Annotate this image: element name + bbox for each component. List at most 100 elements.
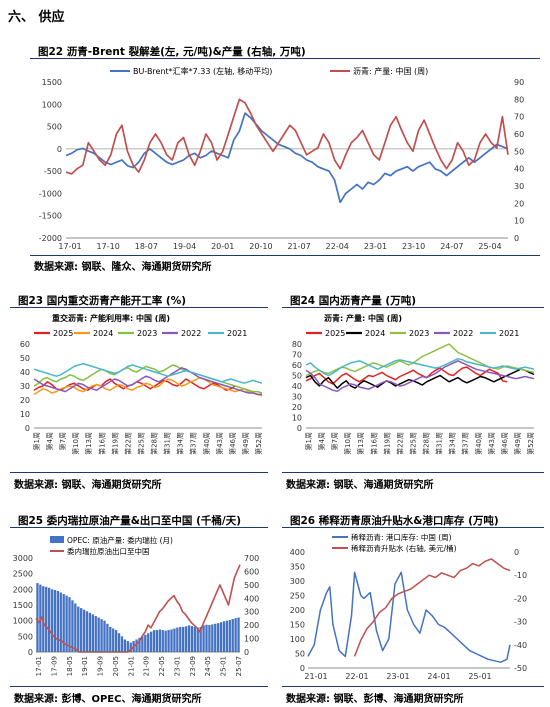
chart-26-yleft-tick: 150 — [290, 621, 305, 630]
chart-24-x-tick: 第31周 — [435, 432, 444, 455]
chart-25-bar — [234, 618, 237, 652]
chart-23-x-tick: 第1周 — [32, 432, 41, 450]
chart-25-bar — [164, 630, 167, 652]
chart-26: 400 350 300 250 200 150 100 50 0 0 -10 -20 -30 -40 -50… — [290, 532, 527, 681]
chart-25-legend-label-bar: OPEC: 原油产量: 委内瑞拉 (月) — [67, 535, 173, 545]
chart-24-y-tick: 60 — [292, 361, 302, 370]
chart-25-bar — [74, 603, 77, 652]
chart-25-legend-swatch-bar — [50, 536, 64, 543]
chart-25-bar — [106, 623, 109, 652]
chart-25-x-tick: 19-09 — [97, 656, 105, 676]
chart-26-yright-tick: -30 — [514, 618, 527, 627]
chart-25-bar — [47, 587, 51, 652]
chart-25-bar — [68, 597, 71, 652]
chart-25-line-series — [35, 564, 241, 653]
chart-23-series-2021 — [33, 362, 263, 384]
chart-24-legend-label-2021: 2021 — [499, 329, 519, 338]
chart-25-bar — [190, 625, 194, 652]
chart-24-x-tick: 第7周 — [330, 432, 339, 450]
chart-23-x-tick: 第52周 — [254, 432, 263, 455]
chart-25-x-tick: 20-05 — [112, 656, 120, 676]
chart-22-x-tick: 17-10 — [97, 242, 120, 251]
chart-23-x-tick: 第31周 — [163, 432, 172, 455]
chart-25-bar — [91, 614, 94, 652]
chart-24-y-tick: 80 — [292, 340, 302, 349]
chart-23-x-tick: 第7周 — [58, 432, 67, 450]
chart-25-legend-label-line: 委内瑞拉原油出口至中国 — [67, 546, 150, 556]
figure-25-rule-bottom — [10, 686, 268, 688]
chart-26-yleft-tick: 250 — [290, 592, 305, 601]
chart-25-x-tick: 19-01 — [81, 656, 89, 676]
chart-26-yleft-tick: 350 — [290, 563, 305, 572]
chart-25-x-tick: 17-09 — [50, 656, 58, 676]
chart-25-bar — [65, 595, 68, 652]
chart-25-x-tick: 25-01 — [220, 656, 228, 676]
chart-22-x-tick: 19-04 — [173, 242, 196, 251]
chart-22-series-2 — [65, 98, 509, 175]
chart-25-bar — [187, 625, 191, 652]
chart-24-x-tick: 第37周 — [461, 432, 470, 455]
chart-26-legend-label-2: 稀释沥青升贴水 (右轴, 美元/桶) — [351, 543, 457, 553]
chart-24-series-2022 — [305, 360, 535, 393]
chart-22-yright-tick: 30 — [514, 182, 524, 191]
chart-22-x-tick: 17-01 — [58, 242, 81, 251]
chart-25-bar — [161, 630, 164, 652]
chart-24-x-tick: 第1周 — [304, 432, 313, 450]
chart-23-series-2022 — [33, 367, 262, 396]
chart-25-bar — [219, 622, 223, 652]
chart-25-bar — [144, 634, 147, 652]
chart-26-yright-tick: -20 — [514, 594, 527, 603]
figure-26-rule — [282, 527, 544, 529]
chart-24-x-tick: 第4周 — [317, 432, 326, 450]
chart-25-x-tick: 23-01 — [173, 656, 181, 676]
chart-25-bar — [202, 625, 205, 652]
chart-25-bar — [94, 615, 97, 652]
chart-22-x-tick: 20-01 — [211, 242, 234, 251]
chart-25-yright-tick: 500 — [244, 581, 259, 590]
chart-24-x-tick: 第25周 — [408, 432, 417, 455]
chart-22-series-1 — [65, 112, 509, 204]
chart-25-yleft-tick: 1500 — [13, 601, 33, 610]
chart-22-yright-tick: 10 — [514, 217, 524, 226]
chart-22-x-tick: 20-10 — [249, 242, 272, 251]
figure-23-source: 数据来源: 钢联、海通期货研究所 — [14, 480, 162, 491]
chart-25-x-tick: 23-09 — [189, 656, 197, 676]
chart-23-x-tick: 第28周 — [150, 432, 159, 455]
chart-25-x-tick: 17-01 — [35, 656, 43, 676]
chart-22-x-tick: 24-07 — [440, 242, 463, 251]
chart-24-legend-label-2022: 2022 — [453, 329, 473, 338]
chart-23-y-tick: 60 — [20, 340, 30, 349]
chart-24-x-tick: 第22周 — [395, 432, 404, 455]
figure-24-title: 图24 国内沥青产量 (万吨) — [290, 295, 417, 307]
chart-24-y-tick: 30 — [292, 393, 302, 402]
figure-26-title: 图26 稀释沥青原油升贴水&港口库存 (万吨) — [290, 515, 499, 527]
chart-23-y-tick: 40 — [20, 368, 30, 377]
chart-25-bar — [141, 636, 144, 652]
chart-22-x-tick: 21-07 — [287, 242, 310, 251]
chart-25-x-tick: 18-05 — [66, 656, 74, 676]
chart-24-y-tick: 40 — [292, 382, 302, 391]
chart-25-bar — [182, 626, 185, 652]
chart-25-bar — [56, 590, 60, 652]
chart-23-y-tick: 30 — [20, 382, 30, 391]
chart-22-yright-tick: 60 — [514, 130, 524, 139]
chart-25-x-tick: 24-05 — [204, 656, 212, 676]
chart-25-bar — [135, 639, 138, 652]
chart-25-x-tick: 21-09 — [143, 656, 151, 676]
chart-26-series-1 — [307, 571, 511, 663]
chart-25-bar — [36, 583, 39, 652]
chart-25-bar — [112, 628, 115, 652]
chart-23-x-tick: 第49周 — [241, 432, 250, 455]
chart-25-bar — [176, 627, 179, 652]
chart-22-yleft-tick: 1000 — [42, 100, 62, 109]
chart-24-y-tick: 20 — [292, 403, 302, 412]
chart-22-x-tick: 23-01 — [364, 242, 387, 251]
chart-23-x-tick: 第4周 — [45, 432, 54, 450]
chart-22-yleft-tick: 1500 — [42, 78, 62, 87]
chart-25-bar — [80, 608, 83, 652]
figure-22-rule — [30, 58, 540, 60]
chart-22-x-tick: 25-04 — [478, 242, 501, 251]
chart-25-bar — [109, 626, 112, 652]
chart-25-bar — [123, 639, 127, 652]
chart-25-yright-tick: 100 — [244, 635, 259, 644]
